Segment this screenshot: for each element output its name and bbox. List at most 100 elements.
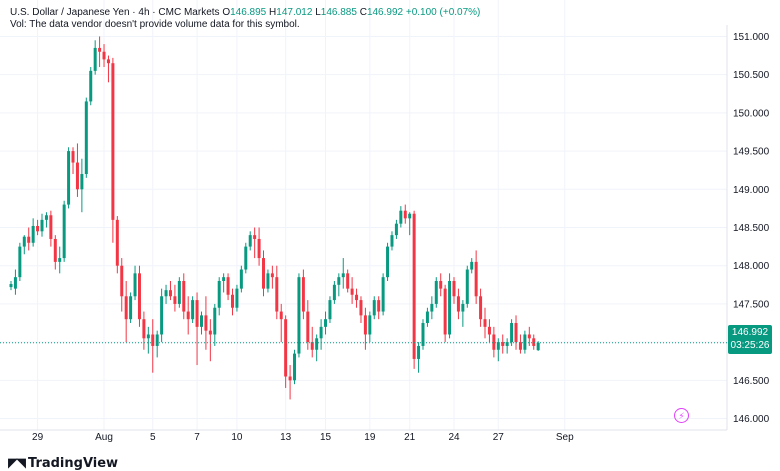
candle-body [160,296,164,335]
volume-note: Vol: The data vendor doesn't provide vol… [10,19,300,30]
candle-body [403,210,407,219]
candle-body [22,236,26,247]
time-tick-label: 10 [231,432,243,443]
candle-body [155,334,159,346]
candle-body [479,296,483,320]
low-label: L [315,7,321,18]
candle-body [487,326,491,335]
candle-body [18,246,22,278]
open-value: 146.895 [230,7,267,18]
candle-body [129,296,133,320]
candle-body [49,215,53,239]
candle-body [461,303,465,312]
candle-body [523,334,527,350]
candle-body [262,258,266,289]
price-tick-label: 149.500 [733,147,770,158]
candle-body [120,265,124,297]
candle-body [293,353,297,381]
candle-body [368,315,372,335]
candle-body [425,311,429,324]
candle-body [417,345,421,359]
symbol-legend: U.S. Dollar / Japanese Yen · 4h · CMC Ma… [10,6,480,19]
time-axis[interactable]: 29 Aug 5 7 10 13 15 19 21 24 27 Sep [32,432,574,443]
tradingview-logo[interactable]: ◤◥ TradingView [8,455,118,471]
candle-body [496,342,500,350]
candle-body [235,288,239,308]
tradingview-logo-icon: ◤◥ [8,455,26,471]
candle-body [470,261,474,270]
candle-body [408,213,412,219]
candle-body [137,273,141,320]
time-tick-label: 27 [493,432,505,443]
candle-body [13,277,17,289]
candle-body [75,162,79,190]
candle-body [337,277,341,285]
candle-body [341,273,345,278]
candle-body [84,101,88,175]
candle-body [377,300,381,312]
candle-body [9,284,13,288]
candle-body [510,323,514,343]
candle-body [355,294,359,301]
change-value: +0.100 (+0.07%) [405,7,481,18]
candle-body [532,338,536,346]
candle-body [67,151,71,205]
candle-body [115,219,119,266]
economic-event-icon[interactable]: ⚡ [674,408,689,423]
time-tick-label: Sep [556,432,574,443]
time-tick-label: 29 [32,432,44,443]
candle-body [505,342,509,346]
candles [9,36,540,400]
price-tick-label: 149.000 [733,185,770,196]
candle-body [173,296,177,304]
time-tick-label: 21 [404,432,416,443]
price-tick-label: 148.000 [733,261,770,272]
candle-body [430,303,434,312]
candle-body [386,246,390,278]
bar-countdown: 03:25:26 [730,340,770,351]
candle-body [58,258,62,262]
candle-body [390,235,394,247]
candle-body [536,342,540,351]
price-axis[interactable]: 146.000146.500147.000147.500148.000148.5… [733,32,770,425]
candle-body [483,319,487,327]
symbol-title[interactable]: U.S. Dollar / Japanese Yen · 4h · CMC Ma… [10,7,220,18]
candle-body [199,315,203,327]
candle-body [195,300,199,327]
candle-body [297,277,301,354]
low-value: 146.885 [320,7,357,18]
candle-body [151,334,155,346]
candle-body [332,284,336,301]
price-tick-label: 147.500 [733,299,770,310]
candle-body [456,296,460,312]
candle-body [527,334,531,339]
time-tick-label: 19 [364,432,376,443]
candle-body [310,342,314,350]
candle-body [412,213,416,359]
price-tick-label: 146.000 [733,414,770,425]
candle-body [350,288,354,295]
price-tick-label: 150.500 [733,70,770,81]
candle-body [186,311,190,320]
price-tick-label: 150.000 [733,108,770,119]
candle-body [452,280,456,297]
candle-body [346,273,350,289]
candle-body [36,225,40,232]
candle-body [257,238,261,259]
candle-body [204,315,208,331]
candle-body [168,290,172,297]
candle-body [363,315,367,335]
candle-body [146,334,150,339]
candle-body [306,311,310,343]
high-value: 147.012 [276,7,313,18]
candle-body [465,269,469,304]
candle-body [315,338,319,350]
candle-body [328,300,332,320]
candle-body [93,47,97,71]
candle-body [434,280,438,304]
candle-body [106,59,110,64]
candle-body [443,288,447,335]
candle-body [270,273,274,278]
candle-body [279,311,283,320]
